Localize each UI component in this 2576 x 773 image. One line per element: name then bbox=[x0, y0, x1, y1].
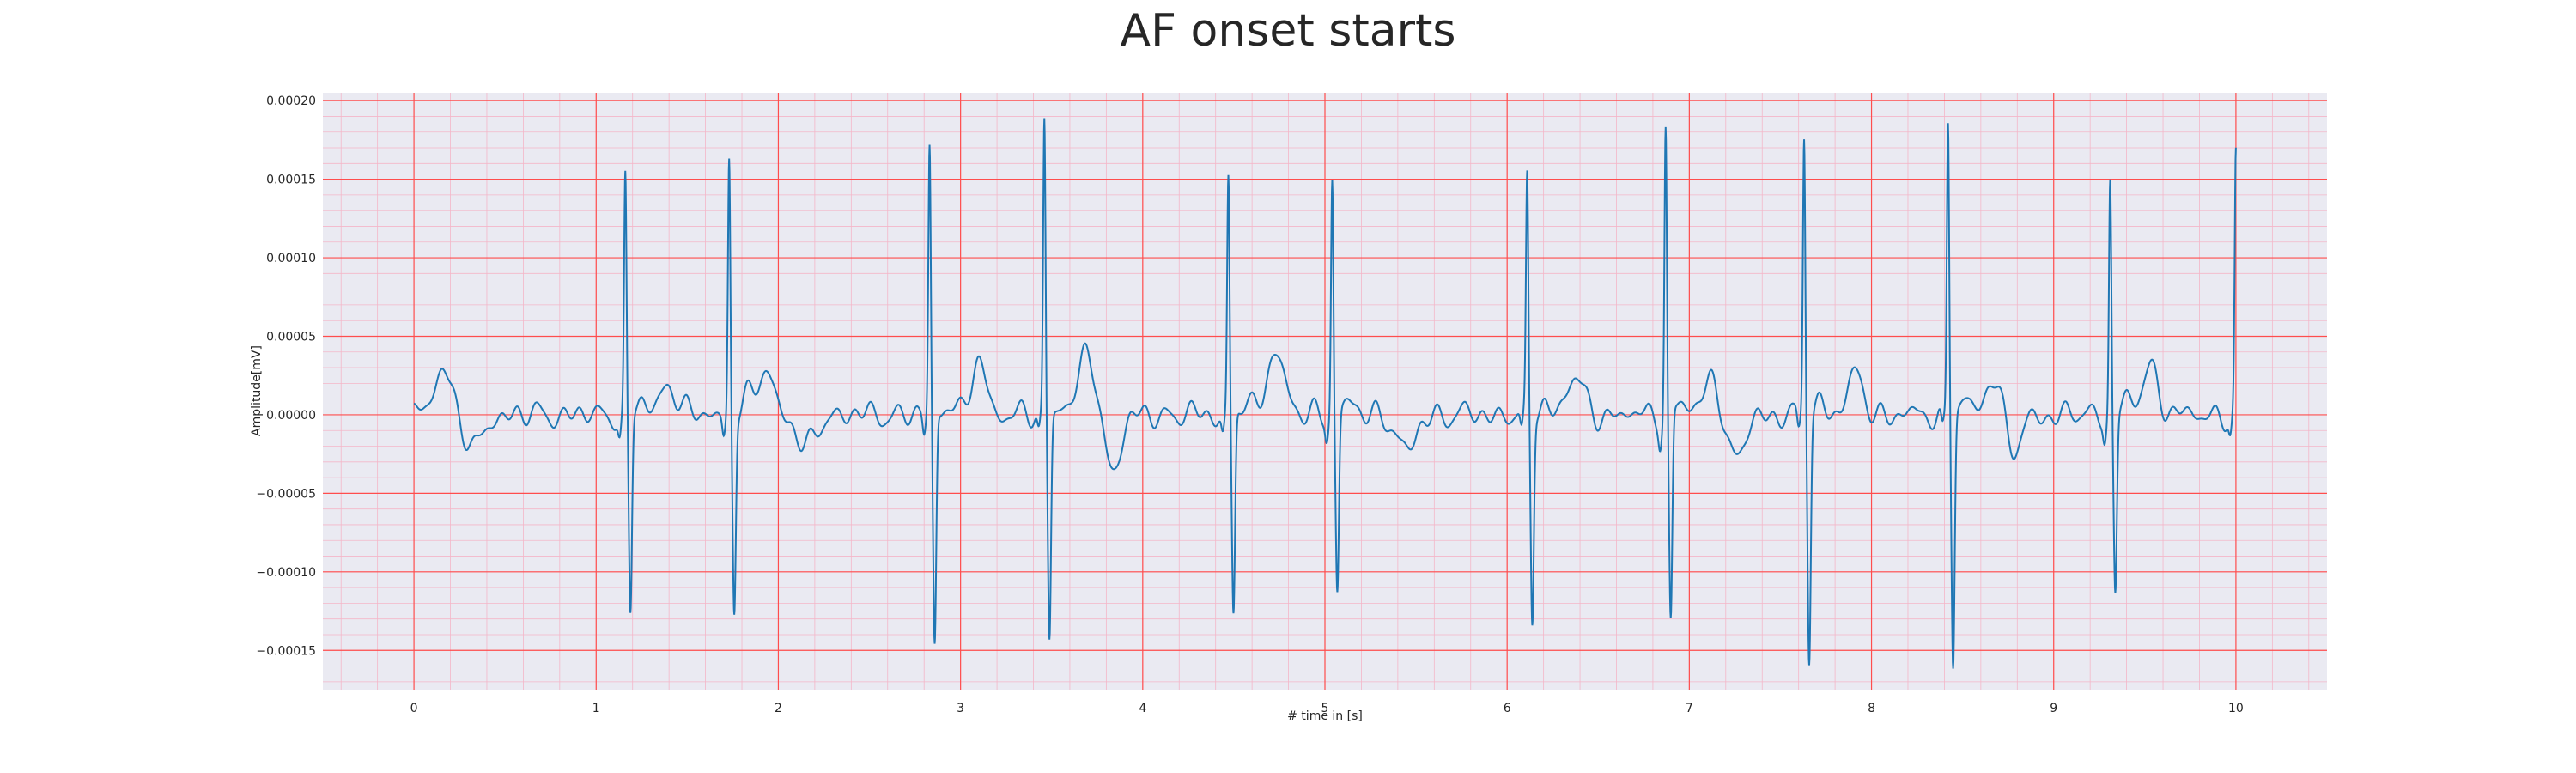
x-axis-ticks: 0 1 2 3 4 5 6 7 8 9 10 bbox=[410, 702, 2244, 715]
x-tick-label: 10 bbox=[2228, 702, 2244, 715]
y-tick-label: 0.00005 bbox=[266, 330, 316, 344]
x-tick-label: 6 bbox=[1504, 702, 1511, 715]
y-tick-label: 0.00010 bbox=[266, 252, 316, 265]
y-tick-label: −0.00005 bbox=[256, 487, 316, 501]
x-tick-label: 2 bbox=[775, 702, 782, 715]
ecg-series-line bbox=[413, 118, 2237, 669]
x-tick-label: 3 bbox=[957, 702, 964, 715]
chart-title: AF onset starts bbox=[1121, 5, 1456, 57]
x-tick-label: 0 bbox=[410, 702, 418, 715]
y-tick-label: −0.00015 bbox=[256, 644, 316, 658]
y-tick-label: 0.00000 bbox=[266, 409, 316, 423]
y-axis-ticks: −0.00015 −0.00010 −0.00005 0.00000 0.00005 0.… bbox=[256, 94, 316, 658]
y-tick-label: 0.00020 bbox=[266, 94, 316, 108]
x-tick-label: 1 bbox=[592, 702, 600, 715]
x-axis-label: # time in [s] bbox=[1287, 709, 1363, 723]
x-tick-label: 9 bbox=[2050, 702, 2057, 715]
x-tick-label: 5 bbox=[1321, 702, 1329, 715]
y-tick-label: 0.00015 bbox=[266, 173, 316, 187]
y-axis-label: Amplitude[mV] bbox=[250, 345, 264, 436]
y-tick-label: −0.00010 bbox=[256, 566, 316, 580]
x-tick-label: 7 bbox=[1686, 702, 1693, 715]
x-tick-label: 8 bbox=[1868, 702, 1875, 715]
x-tick-label: 4 bbox=[1139, 702, 1146, 715]
major-grid bbox=[323, 93, 2327, 690]
